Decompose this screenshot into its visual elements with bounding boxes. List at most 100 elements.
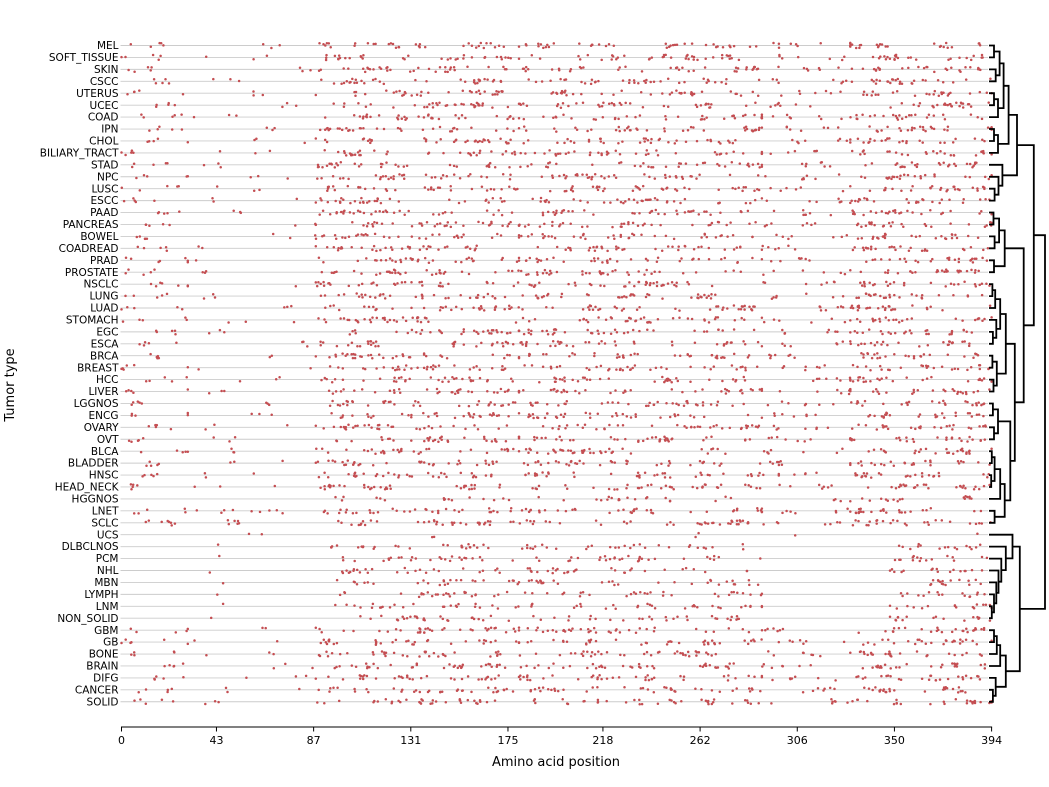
- row-label-NPC: NPC: [97, 171, 119, 183]
- row-label-OVARY: OVARY: [84, 422, 119, 434]
- scatter-row-BRCA: [149, 351, 980, 360]
- row-label-HCC: HCC: [96, 374, 119, 386]
- x-tick-label-394: 394: [981, 734, 1002, 747]
- scatter-row-BLADDER: [145, 459, 991, 467]
- scatter-row-EGC: [154, 328, 974, 336]
- dendrogram-link: [989, 635, 998, 655]
- x-tick-label-175: 175: [497, 734, 518, 747]
- scatter-row-LNET: [132, 507, 983, 515]
- row-label-LIVER: LIVER: [88, 386, 118, 398]
- scatter-row-BONE: [130, 650, 983, 658]
- scatter-row-UCS: [247, 531, 979, 539]
- scatter-row-HCC: [144, 375, 993, 384]
- row-label-HNSC: HNSC: [89, 470, 119, 482]
- row-label-CHOL: CHOL: [89, 136, 118, 148]
- row-label-LGGNOS: LGGNOS: [74, 398, 119, 410]
- row-label-UCEC: UCEC: [90, 100, 119, 112]
- dendrogram-link: [996, 313, 1007, 375]
- x-tick-label-43: 43: [209, 734, 223, 747]
- row-label-BOWEL: BOWEL: [80, 231, 118, 243]
- dendrogram-link: [989, 235, 996, 250]
- y-axis-title: Tumor type: [3, 348, 18, 422]
- scatter-row-COADREAD: [136, 244, 990, 253]
- dendrogram-link: [1005, 545, 1021, 673]
- scatter-row-CANCER: [137, 685, 967, 694]
- dendrogram-link: [989, 354, 994, 369]
- scatter-row-HEAD_NECK: [129, 483, 991, 491]
- x-tick-label-350: 350: [884, 734, 905, 747]
- row-label-NHL: NHL: [97, 565, 119, 577]
- row-label-PANCREAS: PANCREAS: [63, 219, 119, 231]
- dendrogram-link: [989, 92, 995, 107]
- row-label-NSCLC: NSCLC: [83, 279, 118, 291]
- scatter-row-UCEC: [154, 101, 990, 109]
- scatter-row-OVARY: [147, 423, 987, 431]
- row-label-ESCA: ESCA: [91, 338, 120, 350]
- scatter-row-CHOL: [146, 137, 986, 145]
- row-label-MBN: MBN: [94, 577, 118, 589]
- row-label-LUSC: LUSC: [91, 183, 118, 195]
- x-axis: 0 43 87 131 175 218 262 306 350 394: [118, 726, 1002, 747]
- dendrogram-link: [1019, 234, 1046, 610]
- dendrogram-link: [989, 44, 995, 59]
- row-label-GBM: GBM: [94, 625, 118, 637]
- scatter-row-LUAD: [120, 304, 992, 312]
- row-label-CANCER: CANCER: [75, 684, 119, 696]
- row-label-MEL: MEL: [97, 40, 119, 52]
- row-label-PRAD: PRAD: [90, 255, 118, 267]
- scatter-row-GB: [120, 638, 993, 646]
- row-label-SOLID: SOLID: [87, 696, 119, 708]
- row-label-PROSTATE: PROSTATE: [65, 267, 119, 279]
- row-baselines: [120, 45, 988, 703]
- scatter-row-SCLC: [144, 518, 992, 527]
- row-label-LNET: LNET: [92, 505, 119, 517]
- row-label-LYMPH: LYMPH: [84, 589, 118, 601]
- dendrogram: [989, 44, 1046, 703]
- dendrogram-link: [989, 509, 996, 524]
- scatter-row-LUNG: [124, 292, 984, 300]
- scatter-row-MBN: [221, 578, 982, 587]
- row-label-DIFG: DIFG: [93, 672, 118, 684]
- scatter-row-COAD: [140, 113, 984, 121]
- row-label-LUAD: LUAD: [90, 303, 118, 315]
- dendrogram-link: [989, 259, 995, 274]
- scatter-row-PAAD: [156, 208, 993, 217]
- row-label-CSCC: CSCC: [90, 76, 119, 88]
- scatter-row-BLCA: [139, 447, 993, 456]
- scatter-row-DLBCLNOS: [216, 542, 982, 551]
- row-label-SKIN: SKIN: [94, 64, 119, 76]
- x-tick-label-262: 262: [690, 734, 711, 747]
- row-label-BLCA: BLCA: [91, 446, 119, 458]
- x-tick-label-87: 87: [307, 734, 321, 747]
- row-label-LNM: LNM: [96, 601, 119, 613]
- row-label-BONE: BONE: [89, 649, 119, 661]
- scatter-row-MEL: [129, 41, 982, 50]
- row-label-BLADDER: BLADDER: [68, 458, 119, 470]
- scatter-row-PANCREAS: [144, 220, 993, 229]
- y-tick-labels: MELSOFT_TISSUESKINCSCCUTERUSUCECCOADIPNC…: [40, 40, 120, 708]
- x-tick-label-306: 306: [787, 734, 808, 747]
- scatter-row-DIFG: [153, 674, 982, 682]
- x-tick-label-0: 0: [118, 734, 125, 747]
- row-label-HEAD_NECK: HEAD_NECK: [55, 482, 120, 494]
- row-label-UTERUS: UTERUS: [76, 88, 119, 100]
- scatter-row-UTERUS: [126, 89, 993, 98]
- row-label-UCS: UCS: [97, 529, 119, 541]
- row-label-STOMACH: STOMACH: [66, 315, 119, 327]
- scatter-row-PRAD: [124, 256, 989, 265]
- row-label-IPN: IPN: [101, 124, 118, 136]
- scatter-row-HNSC: [141, 471, 990, 479]
- row-label-ESCC: ESCC: [91, 195, 119, 207]
- row-label-PAAD: PAAD: [90, 207, 118, 219]
- row-label-BRAIN: BRAIN: [86, 661, 118, 673]
- row-label-NON_SOLID: NON_SOLID: [57, 613, 118, 625]
- scatter-row-LIVER: [124, 387, 991, 396]
- row-label-EGC: EGC: [96, 326, 118, 338]
- row-label-SCLC: SCLC: [91, 517, 118, 529]
- scatter-row-SOFT_TISSUE: [120, 53, 984, 62]
- dendrogram-link: [989, 644, 1002, 667]
- scatter-row-NSCLC: [149, 280, 991, 288]
- scatter-row-LNM: [221, 602, 993, 611]
- scatter-row-LUSC: [120, 184, 986, 193]
